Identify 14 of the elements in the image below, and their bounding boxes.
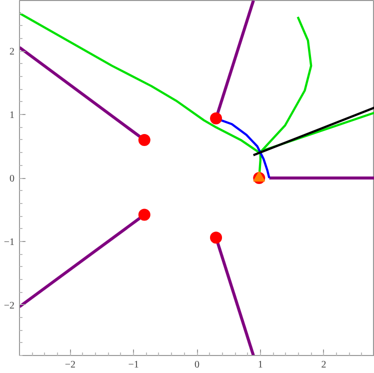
x-tick-label: 2 <box>321 360 326 370</box>
y-tick-label: 1 <box>10 110 14 122</box>
point <box>138 134 150 146</box>
y-tick-label: −1 <box>4 236 14 248</box>
point <box>138 208 150 221</box>
x-tick-label: 1 <box>258 360 263 370</box>
y-tick-label: −2 <box>4 300 14 312</box>
x-tick-label: −1 <box>128 360 139 370</box>
x-tick-label: −2 <box>64 360 76 370</box>
y-tick-label: 0 <box>10 174 14 184</box>
point <box>210 112 222 124</box>
y-tick-label: 2 <box>10 46 14 58</box>
x-tick-label: 0 <box>194 360 200 370</box>
point <box>210 232 222 244</box>
